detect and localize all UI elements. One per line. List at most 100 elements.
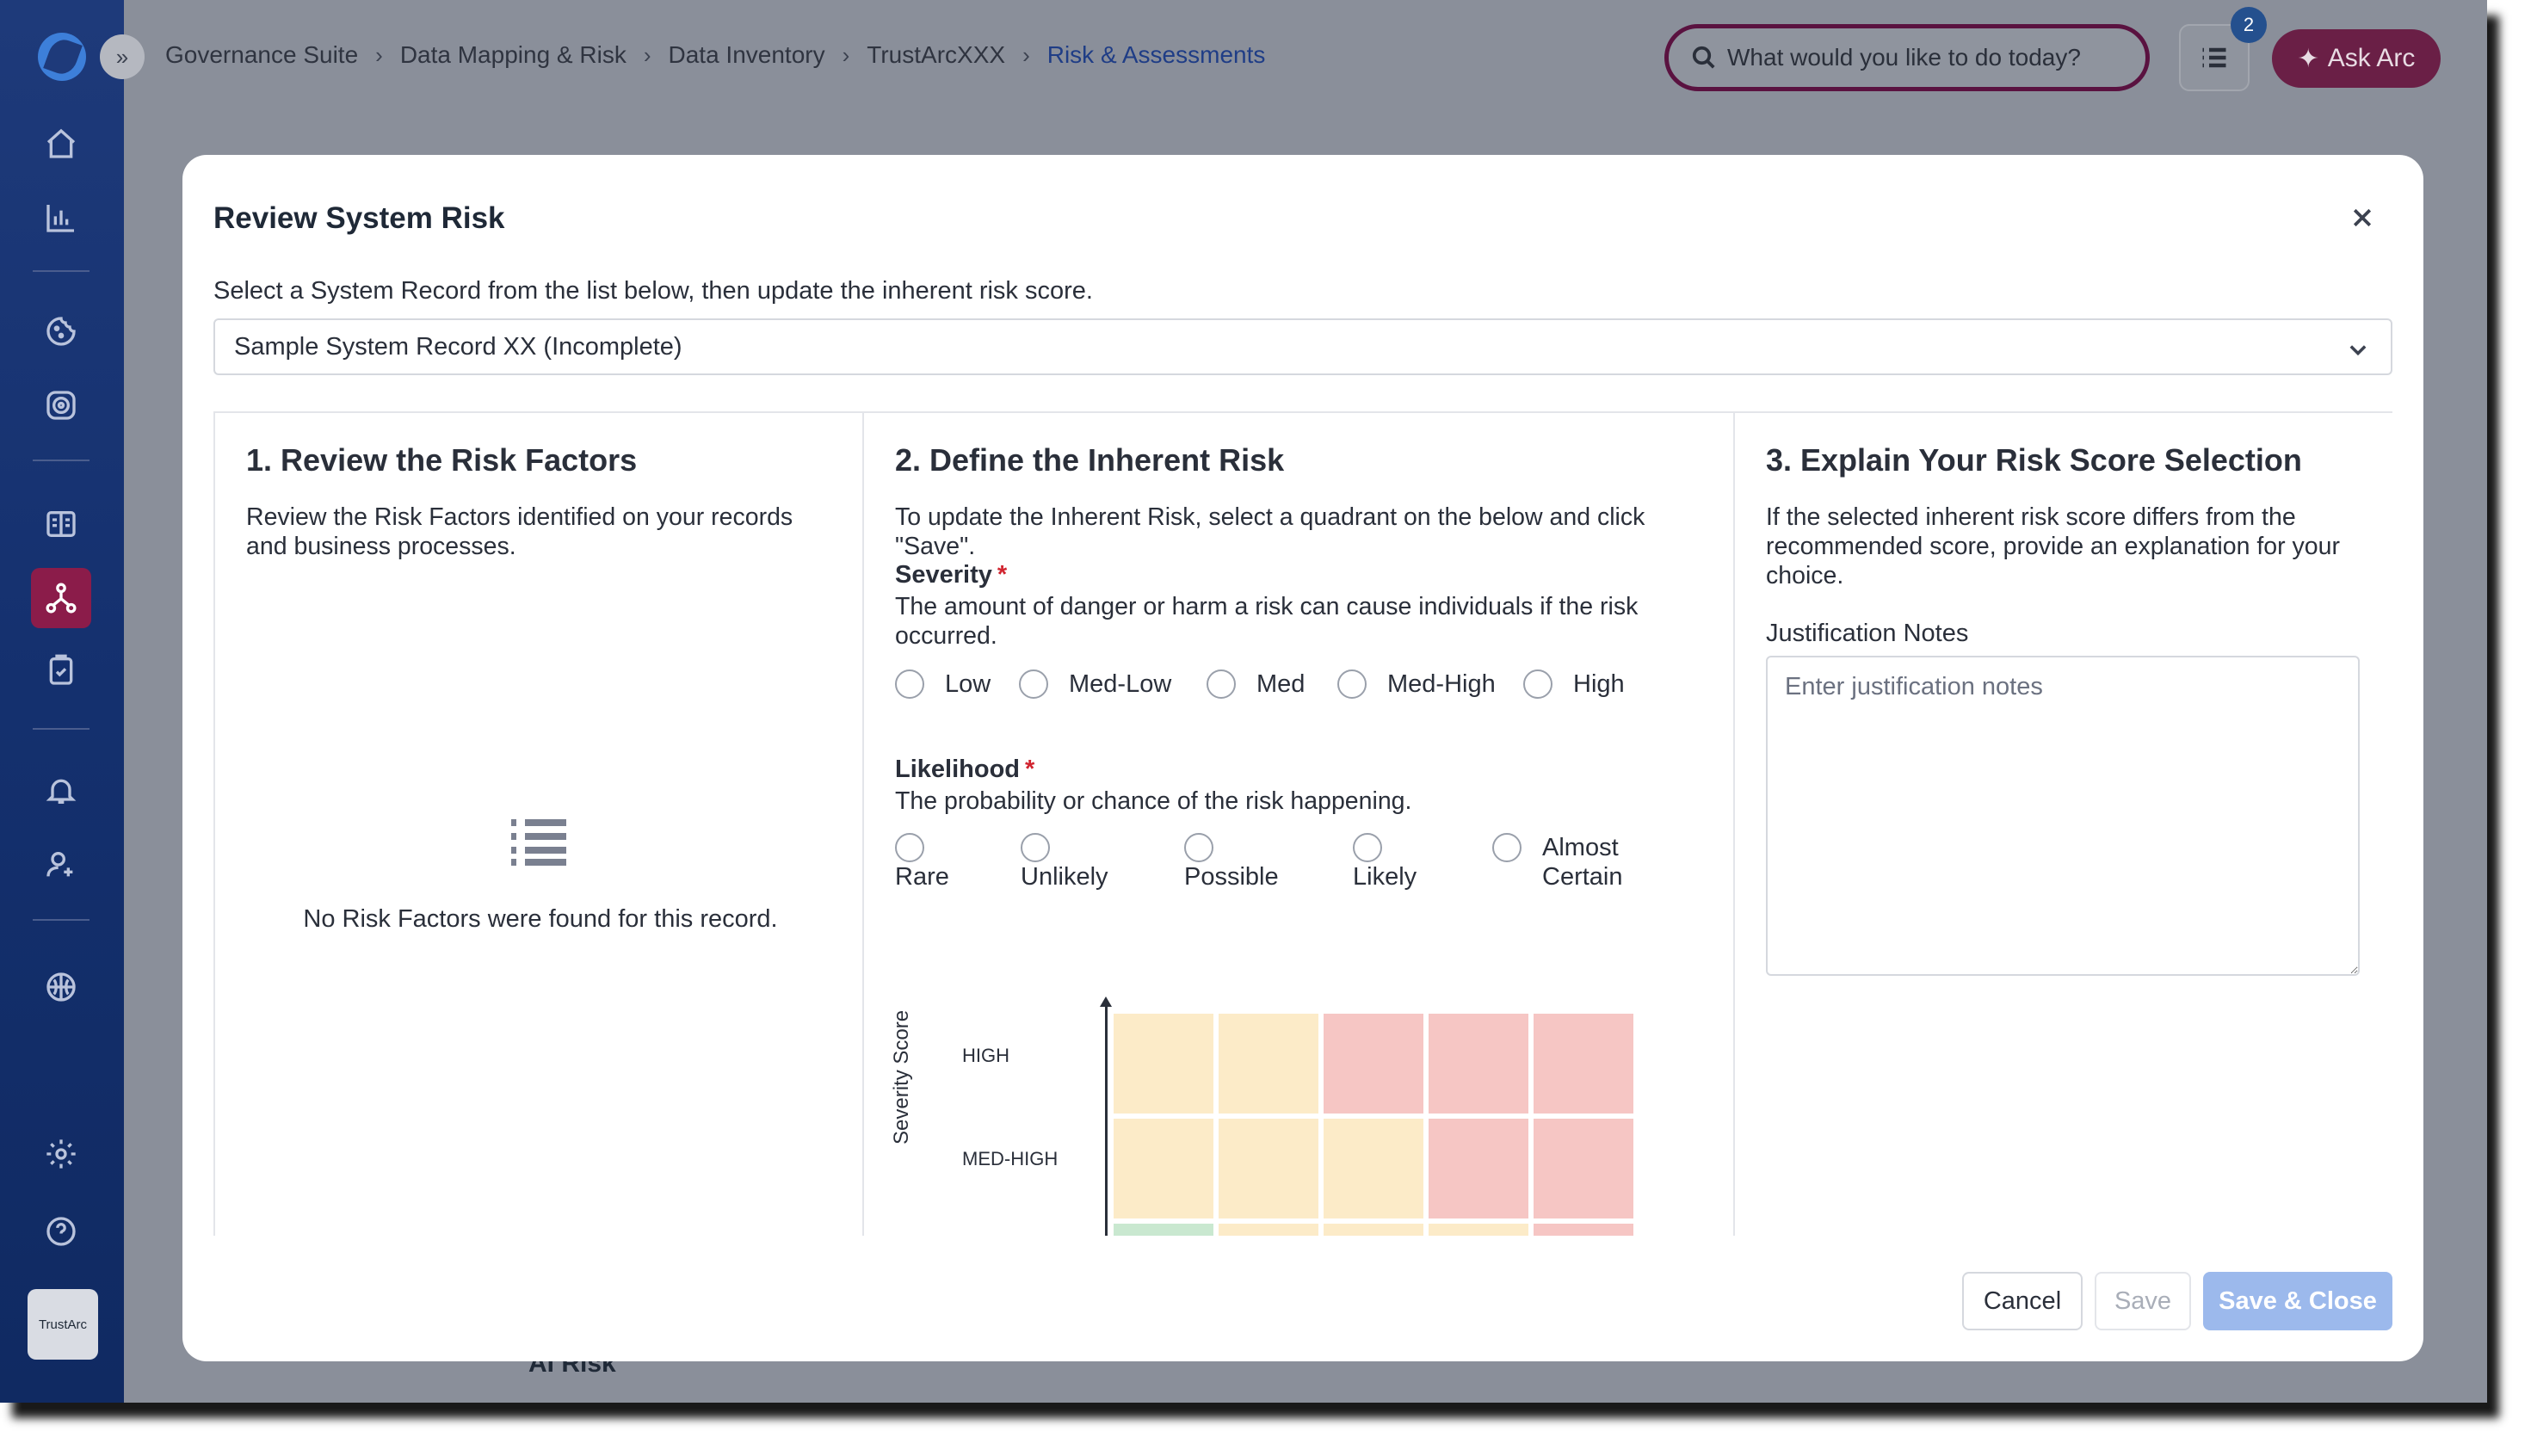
target-icon[interactable] <box>31 375 91 435</box>
search-icon <box>1692 46 1715 69</box>
app-logo[interactable] <box>38 33 86 81</box>
chevron-right-icon: › <box>643 41 651 68</box>
matrix-cell[interactable] <box>1112 1117 1215 1220</box>
risk-panels: 1. Review the Risk Factors Review the Ri… <box>213 411 2392 1236</box>
required-marker: * <box>997 561 1008 589</box>
matrix-cell[interactable] <box>1532 1222 1635 1236</box>
sidebar-divider <box>33 270 90 272</box>
chevron-down-icon <box>2346 337 2370 368</box>
app-window: TrustArc » Governance Suite › Data Mappi… <box>0 0 2487 1403</box>
bell-icon[interactable] <box>31 761 91 821</box>
likelihood-radio-likely[interactable] <box>1353 833 1382 862</box>
notification-badge: 2 <box>2231 7 2267 43</box>
matrix-cell[interactable] <box>1112 1222 1215 1236</box>
likelihood-label: Likelihood * <box>895 756 1034 784</box>
search-input[interactable]: What would you like to do today? <box>1664 24 2150 91</box>
chevron-right-icon: › <box>842 41 850 68</box>
row-label-high: HIGH <box>962 1045 1009 1066</box>
search-placeholder: What would you like to do today? <box>1727 44 2081 71</box>
double-chevron-right-icon: » <box>115 43 129 70</box>
matrix-cell[interactable] <box>1427 1012 1530 1115</box>
likelihood-radio-rare[interactable] <box>895 833 924 862</box>
severity-option-label: Med-Low <box>1069 670 1172 698</box>
panel-description: Review the Risk Factors identified on yo… <box>246 503 793 560</box>
likelihood-option-label: Rare <box>895 863 949 891</box>
breadcrumb-item[interactable]: TrustArcXXX <box>867 41 1006 68</box>
table-icon[interactable] <box>31 494 91 554</box>
ask-arc-label: Ask Arc <box>2327 44 2416 72</box>
severity-label-text: Severity <box>895 561 992 589</box>
matrix-cell[interactable] <box>1322 1222 1425 1236</box>
severity-radio-high[interactable] <box>1523 669 1552 699</box>
panel-description: To update the Inherent Risk, select a qu… <box>895 503 1645 560</box>
chevron-right-icon: › <box>1022 41 1030 68</box>
justification-notes-field[interactable] <box>1766 656 2360 976</box>
clipboard-icon[interactable] <box>31 640 91 700</box>
matrix-cell[interactable] <box>1217 1012 1320 1115</box>
close-button[interactable] <box>2343 198 2382 238</box>
gear-icon[interactable] <box>31 1124 91 1184</box>
modal-title: Review System Risk <box>213 201 505 235</box>
ask-arc-button[interactable]: ✦ Ask Arc <box>2272 29 2441 88</box>
y-axis-title: Severity Score <box>890 1009 913 1144</box>
panel-heading: 2. Define the Inherent Risk <box>895 442 1285 478</box>
likelihood-option-label: Likely <box>1353 863 1417 891</box>
justification-notes-label: Justification Notes <box>1766 620 1969 647</box>
modal-instructions: Select a System Record from the list bel… <box>213 277 1093 305</box>
chevron-right-icon: › <box>375 41 383 68</box>
tenant-logo[interactable]: TrustArc <box>28 1289 98 1360</box>
likelihood-radio-possible[interactable] <box>1184 833 1213 862</box>
likelihood-label-text: Likelihood <box>895 756 1020 783</box>
help-icon[interactable] <box>31 1201 91 1262</box>
cookie-icon[interactable] <box>31 301 91 361</box>
breadcrumb-item[interactable]: Governance Suite <box>165 41 359 68</box>
severity-help: The amount of danger or harm a risk can … <box>895 593 1639 650</box>
sidebar-divider <box>33 728 90 730</box>
matrix-cell[interactable] <box>1112 1012 1215 1115</box>
panel-heading: 3. Explain Your Risk Score Selection <box>1766 442 2302 478</box>
severity-option-label: Med-High <box>1387 670 1496 698</box>
matrix-cell[interactable] <box>1427 1117 1530 1220</box>
selected-record: Sample System Record XX (Incomplete) <box>234 332 682 361</box>
home-icon[interactable] <box>31 114 91 174</box>
review-system-risk-modal: Review System Risk Select a System Recor… <box>182 155 2423 1361</box>
severity-option-label: High <box>1573 670 1625 698</box>
save-button[interactable]: Save <box>2095 1272 2191 1330</box>
row-label-med-high: MED-HIGH <box>962 1148 1059 1169</box>
severity-option-label: Med <box>1256 670 1306 698</box>
matrix-cell[interactable] <box>1532 1012 1635 1115</box>
empty-state-message: No Risk Factors were found for this reco… <box>303 905 778 933</box>
close-icon <box>2353 208 2372 227</box>
tenant-logo-text: TrustArc <box>38 1317 88 1332</box>
cancel-button[interactable]: Cancel <box>1962 1272 2083 1330</box>
user-settings-icon[interactable] <box>31 835 91 895</box>
matrix-cell[interactable] <box>1322 1117 1425 1220</box>
network-icon[interactable] <box>31 568 91 628</box>
matrix-cell[interactable] <box>1322 1012 1425 1115</box>
matrix-cell[interactable] <box>1427 1222 1530 1236</box>
matrix-cell[interactable] <box>1532 1117 1635 1220</box>
breadcrumb-item[interactable]: Data Inventory <box>668 41 825 68</box>
list-icon <box>508 817 570 866</box>
breadcrumb-item[interactable]: Data Mapping & Risk <box>399 41 627 68</box>
severity-radio-med-low[interactable] <box>1019 669 1048 699</box>
severity-radio-med-high[interactable] <box>1337 669 1367 699</box>
sidebar-divider <box>33 460 90 461</box>
justification-panel: 3. Explain Your Risk Score Selection If … <box>1735 413 2392 1236</box>
likelihood-option-label: Unlikely <box>1021 863 1108 891</box>
save-and-close-button[interactable]: Save & Close <box>2203 1272 2392 1330</box>
likelihood-radio-unlikely[interactable] <box>1021 833 1050 862</box>
likelihood-radio-almost-certain[interactable] <box>1492 833 1522 862</box>
severity-radio-med[interactable] <box>1207 669 1236 699</box>
brain-icon[interactable] <box>31 957 91 1017</box>
severity-radio-low[interactable] <box>895 669 924 699</box>
system-record-select[interactable]: Sample System Record XX (Incomplete) <box>213 318 2392 375</box>
matrix-cell[interactable] <box>1217 1117 1320 1220</box>
risk-factors-panel: 1. Review the Risk Factors Review the Ri… <box>213 413 864 1236</box>
breadcrumb: Governance Suite › Data Mapping & Risk ›… <box>165 41 1265 69</box>
matrix-cell[interactable] <box>1217 1222 1320 1236</box>
bar-chart-icon[interactable] <box>31 188 91 248</box>
inherent-risk-panel: 2. Define the Inherent Risk To update th… <box>864 413 1735 1236</box>
expand-sidebar-button[interactable]: » <box>100 34 145 79</box>
sidebar-divider <box>33 919 90 921</box>
